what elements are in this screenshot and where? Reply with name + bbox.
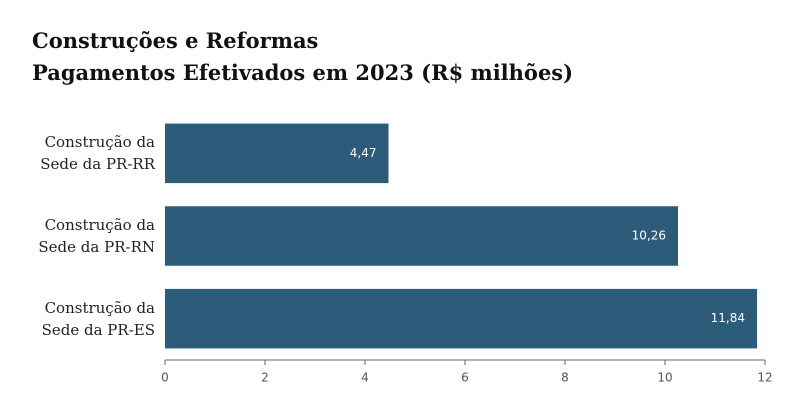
bar <box>165 288 757 349</box>
x-tick-label: 2 <box>261 371 269 385</box>
x-tick-label: 6 <box>461 371 469 385</box>
y-tick-label: Construção da Sede da PR-RN <box>38 216 155 256</box>
bar <box>165 123 389 184</box>
x-tick-label: 4 <box>361 371 369 385</box>
value-label: 11,84 <box>711 311 745 325</box>
chart-subtitle: Pagamentos Efetivados em 2023 (R$ milhõe… <box>32 60 574 85</box>
x-tick-label: 10 <box>657 371 672 385</box>
y-tick-label: Construção da Sede da PR-ES <box>41 298 155 339</box>
value-label: 4,47 <box>350 146 377 160</box>
value-label: 10,26 <box>632 229 666 243</box>
x-tick-label: 8 <box>561 371 569 385</box>
bar <box>165 206 678 266</box>
chart-title: Construções e Reformas <box>32 28 319 53</box>
y-tick-label: Construção da Sede da PR-RR <box>40 133 155 174</box>
x-tick-label: 0 <box>161 371 169 385</box>
x-tick-label: 12 <box>757 371 772 385</box>
